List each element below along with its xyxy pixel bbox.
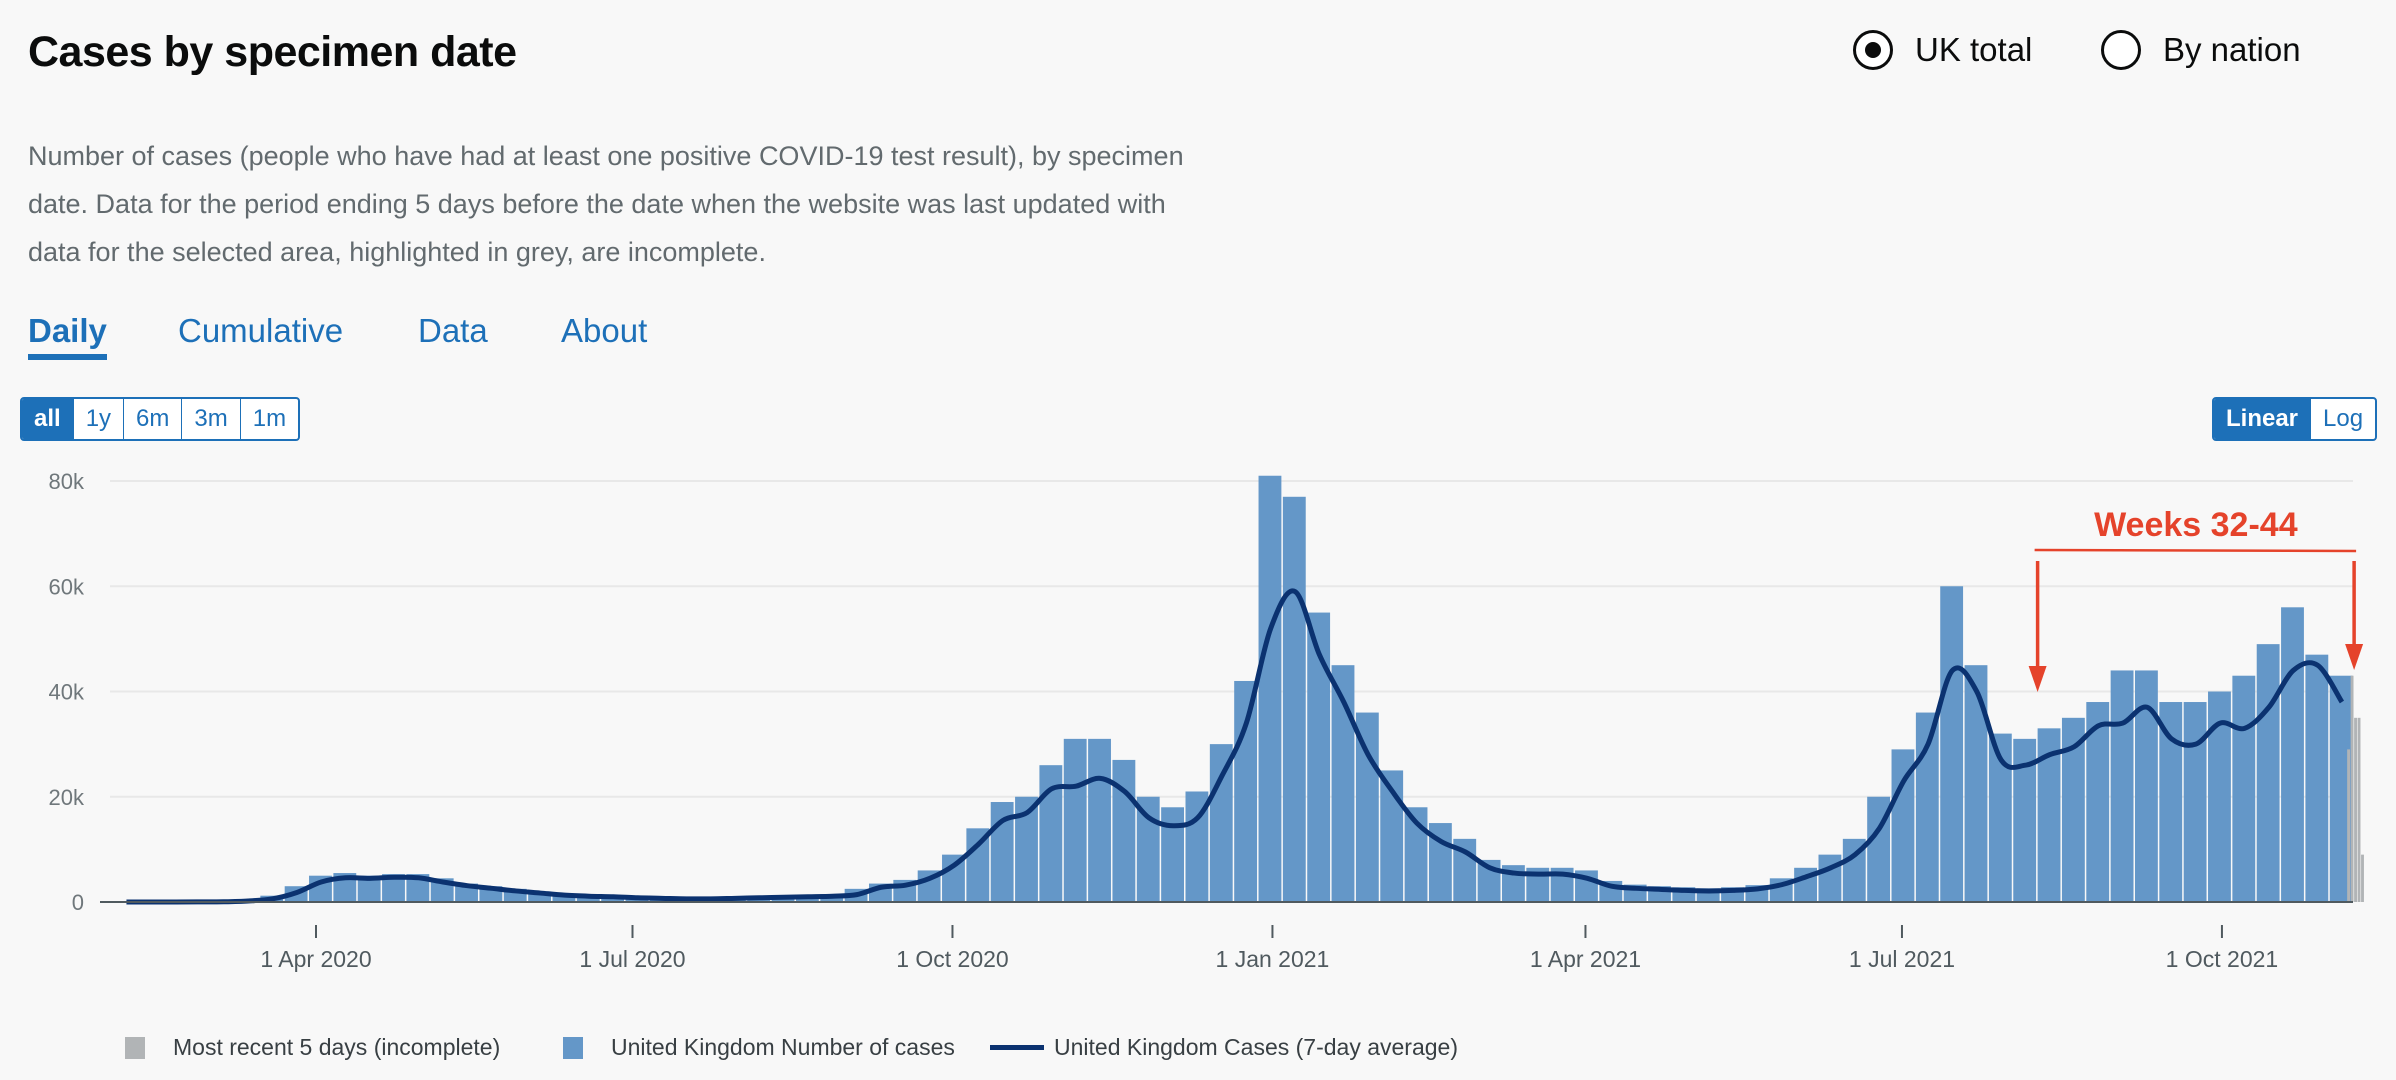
incomplete-bar [2361,854,2364,902]
case-bar [1331,665,1355,902]
legend-incomplete: Most recent 5 days (incomplete) [125,1034,500,1061]
x-tick-label: 1 Jul 2020 [579,946,685,972]
y-tick-label: 0 [72,890,84,915]
tab-daily[interactable]: Daily [28,312,107,360]
case-bar [2013,738,2037,902]
case-bar [1234,680,1258,902]
incomplete-bar [2357,717,2361,902]
radio-label: UK total [1915,31,2033,68]
arrow-down-icon [2345,644,2364,670]
case-bar [1015,796,1038,902]
radio-uk-total[interactable]: UK total [1853,30,2032,70]
case-bar [2281,607,2304,902]
legend-label: United Kingdom Number of cases [611,1034,955,1060]
case-bar [357,875,381,902]
radio-unselected-icon [2101,30,2141,70]
case-bar [2232,675,2256,902]
case-bar [1940,586,1964,902]
case-bar [2159,702,2183,902]
case-bar [382,874,405,902]
tab-cumulative[interactable]: Cumulative [178,312,344,349]
radio-by-nation[interactable]: By nation [2101,30,2301,70]
case-bar [1209,744,1233,902]
incomplete-bar [2350,675,2354,902]
case-bar [1063,738,1087,902]
x-tick-label: 1 Oct 2021 [2166,946,2279,972]
case-bar [1039,765,1063,902]
case-bar [1842,838,1866,902]
legend-label: United Kingdom Cases (7-day average) [1054,1034,1458,1060]
case-bar [2305,654,2329,902]
x-tick-label: 1 Oct 2020 [896,946,1009,972]
case-bar [406,874,430,902]
case-bar [2208,691,2231,902]
legend-cases: United Kingdom Number of cases [563,1034,955,1061]
case-bar [1282,496,1306,902]
annotation-bracket [2034,548,2357,553]
case-bar [2134,670,2158,902]
cases-chart: 0 20k 40k 60k 80k 1 Apr 2020 1 Jul 2020 1 Oct 2… [49,469,2364,972]
scale-linear-button[interactable]: Linear [2214,399,2311,439]
x-tick-label: 1 Jan 2021 [1216,946,1330,972]
x-tick-label: 1 Jul 2021 [1849,946,1955,972]
legend-label: Most recent 5 days (incomplete) [173,1034,501,1060]
y-tick-label: 60k [49,574,85,599]
range-1y-button[interactable]: 1y [72,399,123,439]
incomplete-bar [2347,749,2351,902]
case-bar [2256,644,2280,902]
legend-line-swatch [990,1045,1044,1050]
x-tick-label: 1 Apr 2021 [1530,946,1641,972]
range-6m-button[interactable]: 6m [123,399,181,439]
seven-day-average-line [126,588,2345,905]
legend-average: United Kingdom Cases (7-day average) [990,1034,1458,1061]
legend-blue-swatch [563,1036,583,1059]
legend-grey-swatch [125,1036,145,1059]
range-1m-button[interactable]: 1m [239,399,298,439]
range-all-button[interactable]: all [22,399,73,439]
case-bar [1818,854,1842,902]
y-tick-label: 20k [49,785,85,810]
radio-label: By nation [2163,31,2301,68]
chart-description: Number of cases (people who have had at … [28,141,1184,267]
case-bar [1891,749,1915,902]
case-bar [1988,733,2012,902]
case-bar [2110,670,2134,902]
range-3m-button[interactable]: 3m [181,399,239,439]
case-bar [1258,475,1282,902]
case-bar [1161,807,1184,902]
case-bar [1380,770,1404,902]
range-selector: all 1y 6m 3m 1m [20,397,301,441]
case-bar [2183,702,2207,902]
tab-about[interactable]: About [561,312,648,349]
case-bar [1185,791,1209,902]
case-bar [1088,738,1111,902]
y-tick-label: 40k [49,680,85,705]
case-bar [2329,675,2353,902]
case-bar [1112,759,1136,902]
annotation-label: Weeks 32-44 [2094,506,2298,544]
scale-selector: Linear Log [2212,397,2378,441]
radio-selected-icon [1853,30,1893,70]
incomplete-bar [2354,717,2357,902]
case-bar [528,891,552,902]
case-bar [1964,665,1988,902]
case-bar [2086,702,2110,902]
case-bar [2061,717,2085,902]
tab-data[interactable]: Data [418,312,488,349]
page-title: Cases by specimen date [28,28,517,76]
y-tick-label: 80k [49,469,85,494]
case-bar [2037,728,2061,902]
case-bar [552,893,576,902]
scale-log-button[interactable]: Log [2310,399,2375,439]
arrow-down-icon [2028,666,2047,692]
case-bar [1307,612,1331,902]
x-tick-label: 1 Apr 2020 [260,946,371,972]
